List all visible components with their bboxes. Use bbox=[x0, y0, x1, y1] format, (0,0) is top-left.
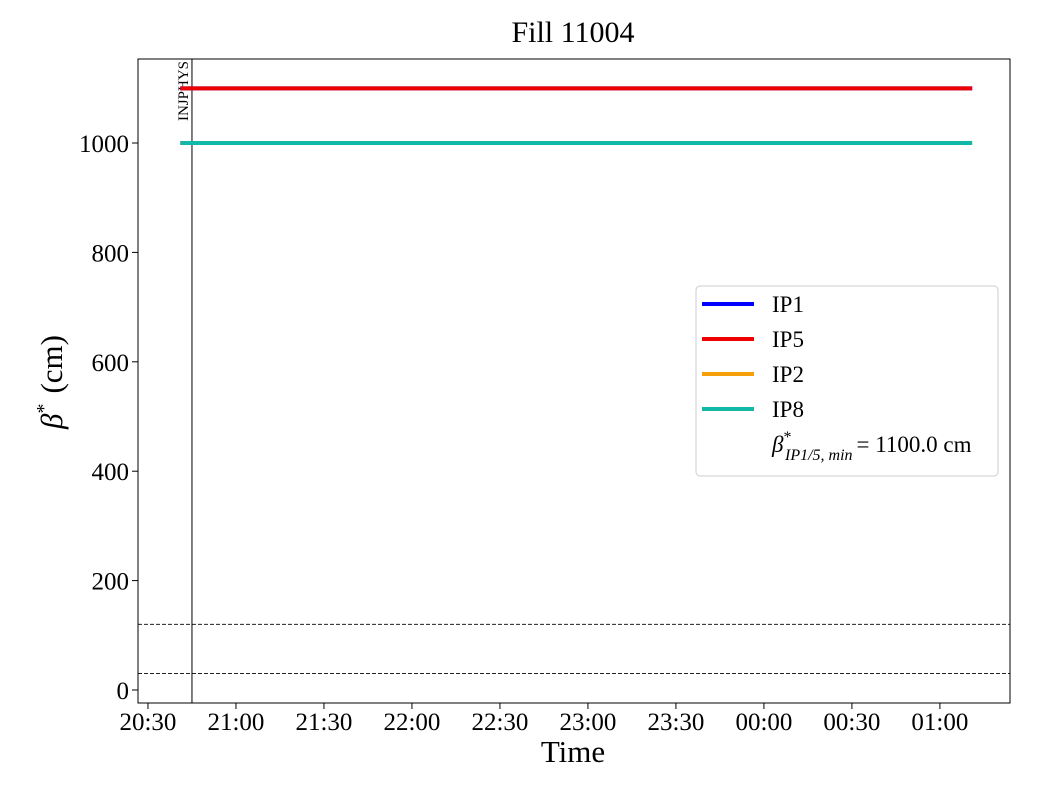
y-axis-label: β* (cm) bbox=[33, 335, 69, 430]
legend-note: β* IP1/5, min = 1100.0 cm bbox=[771, 429, 972, 464]
note-symbol: β bbox=[771, 432, 784, 457]
x-axis-label: Time bbox=[541, 734, 605, 769]
legend-box bbox=[695, 285, 999, 477]
y-tick-label: 1000 bbox=[79, 131, 129, 158]
y-label-symbol: β bbox=[34, 413, 69, 430]
x-tick-label: 21:00 bbox=[207, 709, 264, 736]
plot-frame bbox=[137, 58, 1011, 704]
note-text: = 1100.0 cm bbox=[857, 432, 972, 457]
note-sub: IP1/5, min bbox=[784, 447, 853, 464]
x-tick-label: 00:00 bbox=[735, 709, 792, 736]
x-tick-label: 01:00 bbox=[911, 709, 968, 736]
event-label: INJPHYS bbox=[176, 61, 192, 121]
x-tick-label: 23:00 bbox=[559, 709, 616, 736]
legend-label: IP5 bbox=[772, 327, 804, 352]
y-tick-label: 400 bbox=[92, 459, 130, 486]
y-label-sup: * bbox=[33, 404, 55, 414]
x-tick-label: 00:30 bbox=[823, 709, 880, 736]
x-tick-label: 21:30 bbox=[295, 709, 352, 736]
y-tick-label: 200 bbox=[92, 569, 130, 596]
x-tick-label: 22:30 bbox=[471, 709, 528, 736]
x-tick-label: 23:30 bbox=[647, 709, 704, 736]
y-tick-label: 0 bbox=[117, 678, 130, 705]
legend-label: IP2 bbox=[772, 362, 804, 387]
x-tick-label: 22:00 bbox=[383, 709, 440, 736]
legend-label: IP1 bbox=[772, 292, 804, 317]
y-tick-label: 600 bbox=[92, 350, 130, 377]
chart-title: Fill 11004 bbox=[511, 16, 634, 49]
x-tick-label: 20:30 bbox=[119, 709, 176, 736]
y-tick-label: 800 bbox=[92, 240, 130, 267]
y-label-unit: (cm) bbox=[34, 335, 69, 394]
legend-label: IP8 bbox=[772, 397, 804, 422]
note-sup: * bbox=[783, 429, 791, 446]
